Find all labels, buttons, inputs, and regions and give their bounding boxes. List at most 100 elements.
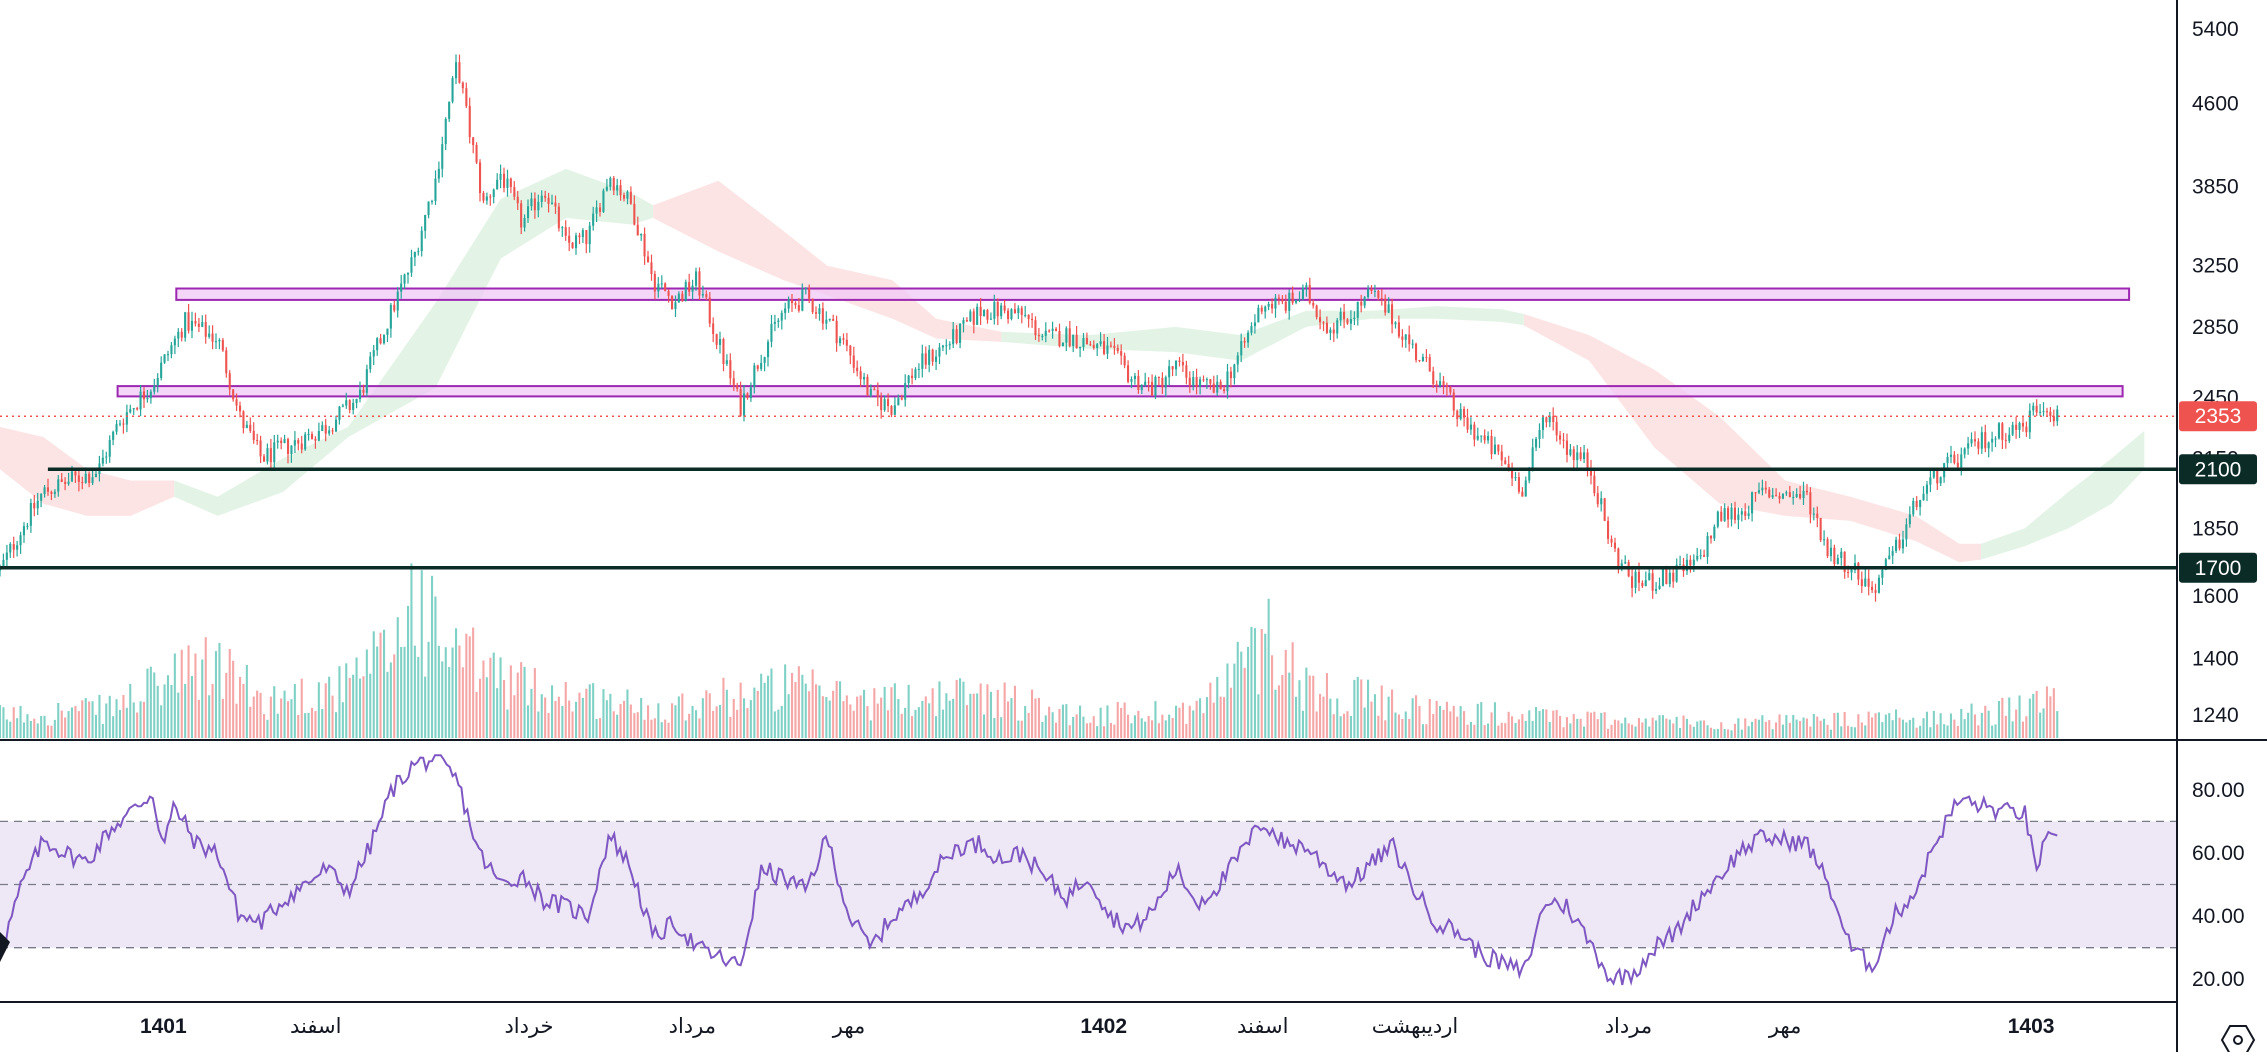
candle <box>263 454 266 462</box>
candle <box>1154 375 1157 400</box>
candle <box>252 422 255 444</box>
candle <box>554 195 557 214</box>
candle <box>187 303 190 334</box>
volume-bar <box>568 700 571 738</box>
rsi-line[interactable] <box>0 754 2058 987</box>
candle <box>1603 497 1606 522</box>
candle <box>1775 488 1778 497</box>
candle <box>170 342 173 359</box>
volume-bar <box>1123 702 1126 738</box>
candle <box>431 199 434 205</box>
volume-bar <box>1459 706 1462 738</box>
volume-bar <box>818 685 821 738</box>
volume-bar <box>773 711 776 738</box>
volume-bar <box>1840 726 1843 738</box>
volume-bar <box>540 694 543 738</box>
candle <box>235 393 238 411</box>
candle <box>266 443 269 465</box>
volume-bar <box>1065 704 1068 738</box>
volume-bar <box>784 664 787 738</box>
volume-bar <box>1072 716 1075 738</box>
candle <box>1802 481 1805 505</box>
volume-bar <box>551 685 554 738</box>
candle <box>1675 558 1678 583</box>
volume-bar <box>1463 711 1466 738</box>
candle <box>1439 372 1442 388</box>
rsi-pane[interactable] <box>0 754 2177 987</box>
volume-bar <box>393 654 396 738</box>
candle <box>1202 375 1205 382</box>
candle <box>1267 301 1270 311</box>
volume-bar <box>129 683 132 738</box>
volume-bar <box>1130 723 1133 738</box>
volume-bar <box>1860 722 1863 738</box>
volume-bar <box>499 657 502 738</box>
candlestick-series[interactable] <box>0 54 2059 602</box>
volume-bar <box>1833 713 1836 738</box>
volume-bar <box>1562 727 1565 738</box>
volume-bar <box>828 700 831 738</box>
candle <box>1716 510 1719 529</box>
candle <box>1987 441 1990 458</box>
candle <box>725 354 728 367</box>
candle <box>383 334 386 345</box>
volume-bar <box>1980 712 1983 738</box>
volume-bar <box>1185 723 1188 738</box>
volume-bar <box>595 718 598 738</box>
volume-bar <box>1017 720 1020 738</box>
volume-bar <box>928 703 931 738</box>
volume-bar <box>732 698 735 738</box>
candle <box>1785 490 1788 496</box>
ichimoku-cloud-layer <box>0 168 2145 563</box>
candle <box>972 308 975 334</box>
pane-collapse-arrow-icon[interactable] <box>0 932 10 962</box>
candle <box>1140 384 1143 394</box>
resistance-zone-lower[interactable] <box>116 385 2124 398</box>
resistance-zone-upper[interactable] <box>175 287 2131 301</box>
candle <box>1051 321 1054 339</box>
candle <box>647 251 650 263</box>
volume-bar <box>232 660 235 738</box>
volume-bar <box>365 649 368 738</box>
volume-bar <box>911 716 914 738</box>
horizontal-zones[interactable] <box>116 287 2131 398</box>
candle <box>1685 553 1688 575</box>
candle <box>208 325 211 339</box>
volume-bar <box>1096 726 1099 738</box>
volume-bar <box>1555 710 1558 738</box>
candle <box>1432 366 1435 388</box>
candle <box>880 392 883 419</box>
volume-bar <box>1733 723 1736 738</box>
support-lines[interactable] <box>0 415 2177 570</box>
candle <box>588 221 591 253</box>
volume-bar <box>1826 724 1829 738</box>
volume-bar <box>245 665 248 738</box>
candle <box>1487 431 1490 444</box>
volume-bar <box>211 683 214 738</box>
volume-bar <box>1161 714 1164 738</box>
volume-bar <box>263 714 266 738</box>
volume-bar <box>513 695 516 738</box>
candle <box>1037 328 1040 342</box>
candle <box>784 302 787 320</box>
candle <box>695 267 698 291</box>
volume-bar <box>2011 721 2014 738</box>
candle <box>1874 583 1877 602</box>
volume-bar <box>287 701 290 738</box>
volume-bar <box>893 683 896 738</box>
candle <box>585 229 588 254</box>
volume-bar <box>533 668 536 738</box>
volume-bar <box>1967 712 1970 738</box>
time-tick-label: مهر <box>832 1015 866 1038</box>
volume-bar <box>431 575 434 738</box>
candle <box>1061 342 1064 347</box>
volume-bar <box>979 683 982 738</box>
volume-bar <box>1082 716 1085 738</box>
volume-bar <box>1473 724 1476 738</box>
volume-bar <box>221 698 224 738</box>
volume-bar <box>1507 711 1510 738</box>
candle <box>835 315 838 352</box>
candle <box>160 356 163 381</box>
